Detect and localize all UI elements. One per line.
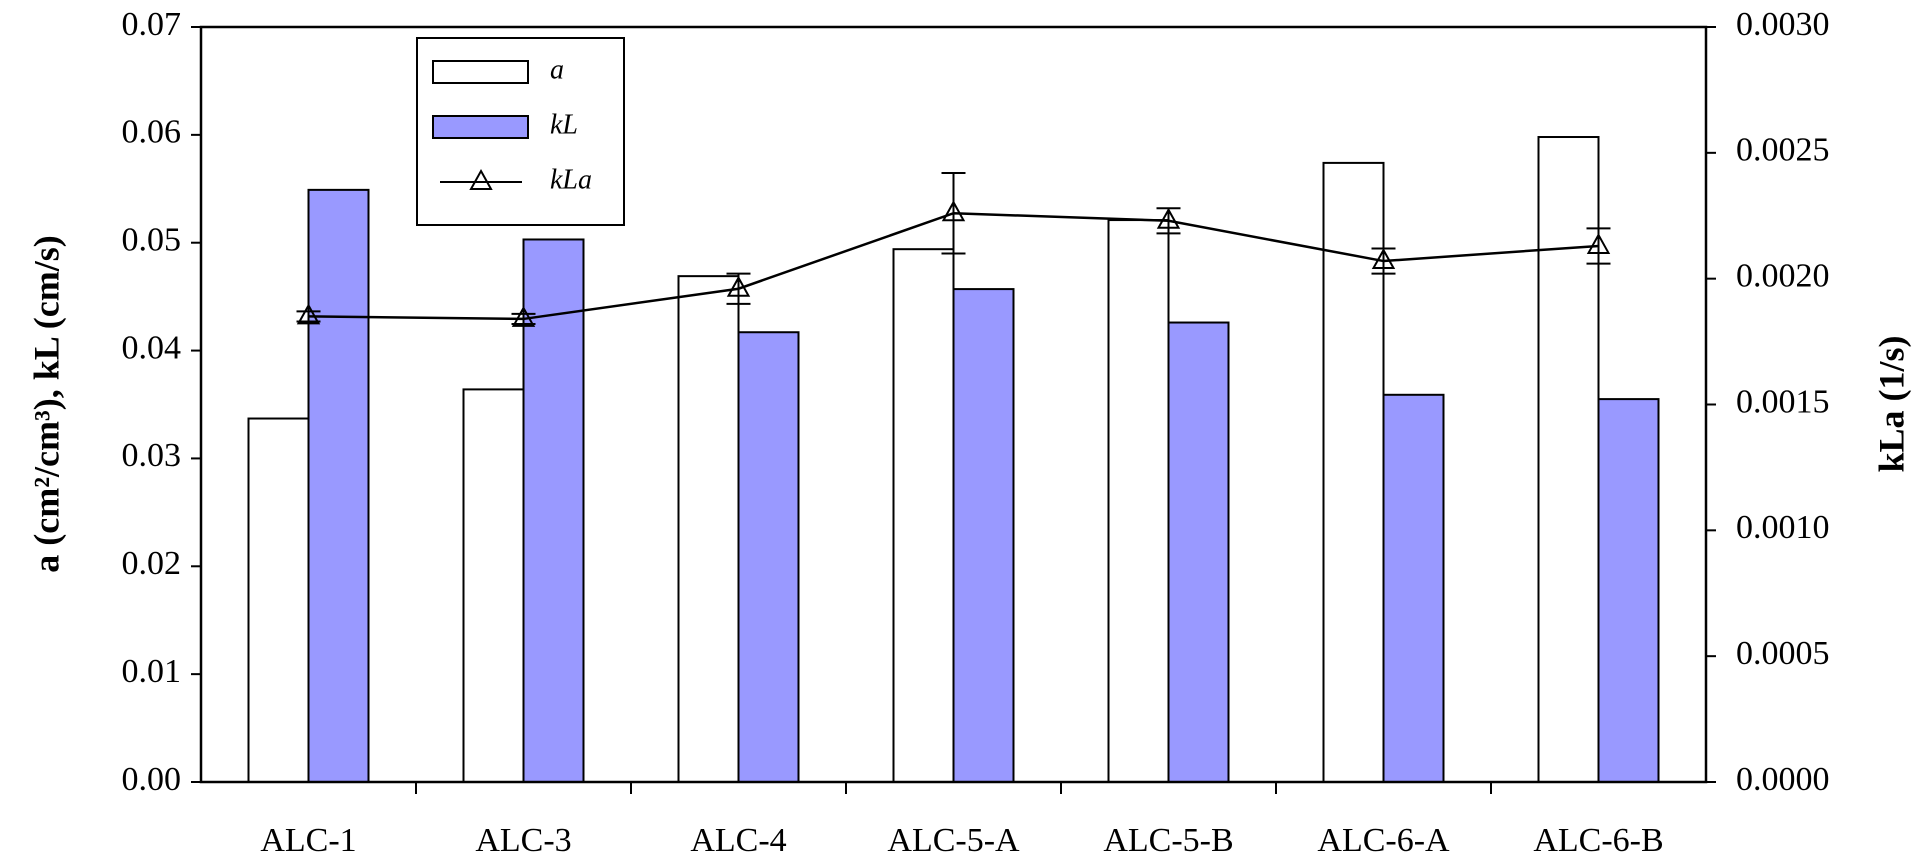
legend-swatch — [433, 116, 528, 138]
legend-label: kL — [550, 109, 578, 140]
legend-label: kLa — [550, 164, 592, 195]
y2-tick-label: 0.0025 — [1736, 132, 1830, 169]
bar — [524, 239, 584, 782]
bar — [1169, 323, 1229, 782]
bar — [954, 289, 1014, 782]
bar — [464, 389, 524, 782]
legend-label: a — [550, 54, 564, 85]
y2-tick-label: 0.0030 — [1736, 6, 1830, 43]
x-tick-label: ALC-6-B — [1533, 822, 1663, 859]
y2-tick-label: 0.0015 — [1736, 383, 1830, 420]
chart: a (cm²/cm³), kL (cm/s) kLa (1/s) 0.00 0.0… — [0, 0, 1928, 859]
y-tick-label: 0.00 — [122, 761, 182, 798]
y2-tick-label: 0.0020 — [1736, 257, 1830, 294]
bar — [1539, 137, 1599, 782]
y-tick-label: 0.01 — [122, 653, 182, 690]
legend-swatch — [433, 61, 528, 83]
bar — [1384, 395, 1444, 782]
x-tick-label: ALC-5-A — [887, 822, 1020, 859]
bar — [309, 190, 369, 782]
y2-tick-label: 0.0005 — [1736, 635, 1830, 672]
bar — [1109, 220, 1169, 782]
y-tick-label: 0.04 — [122, 329, 182, 366]
y-tick-label: 0.06 — [122, 114, 182, 151]
bar — [1599, 399, 1659, 782]
y-tick-label: 0.02 — [122, 545, 182, 582]
x-tick-label: ALC-6-A — [1317, 822, 1450, 859]
y-tick-label: 0.03 — [122, 437, 182, 474]
bar — [679, 276, 739, 782]
y2-axis-label: kLa (1/s) — [1871, 335, 1911, 472]
y-tick-label: 0.07 — [122, 6, 182, 43]
x-tick-label: ALC-3 — [475, 822, 571, 859]
bar — [739, 332, 799, 782]
y-axis-label: a (cm²/cm³), kL (cm/s) — [26, 235, 66, 573]
x-tick-label: ALC-4 — [690, 822, 786, 859]
bar — [249, 419, 309, 782]
x-tick-label: ALC-1 — [260, 822, 356, 859]
y2-tick-label: 0.0000 — [1736, 761, 1830, 798]
bar — [894, 249, 954, 782]
x-tick-label: ALC-5-B — [1103, 822, 1233, 859]
y-tick-label: 0.05 — [122, 222, 182, 259]
y2-tick-label: 0.0010 — [1736, 509, 1830, 546]
